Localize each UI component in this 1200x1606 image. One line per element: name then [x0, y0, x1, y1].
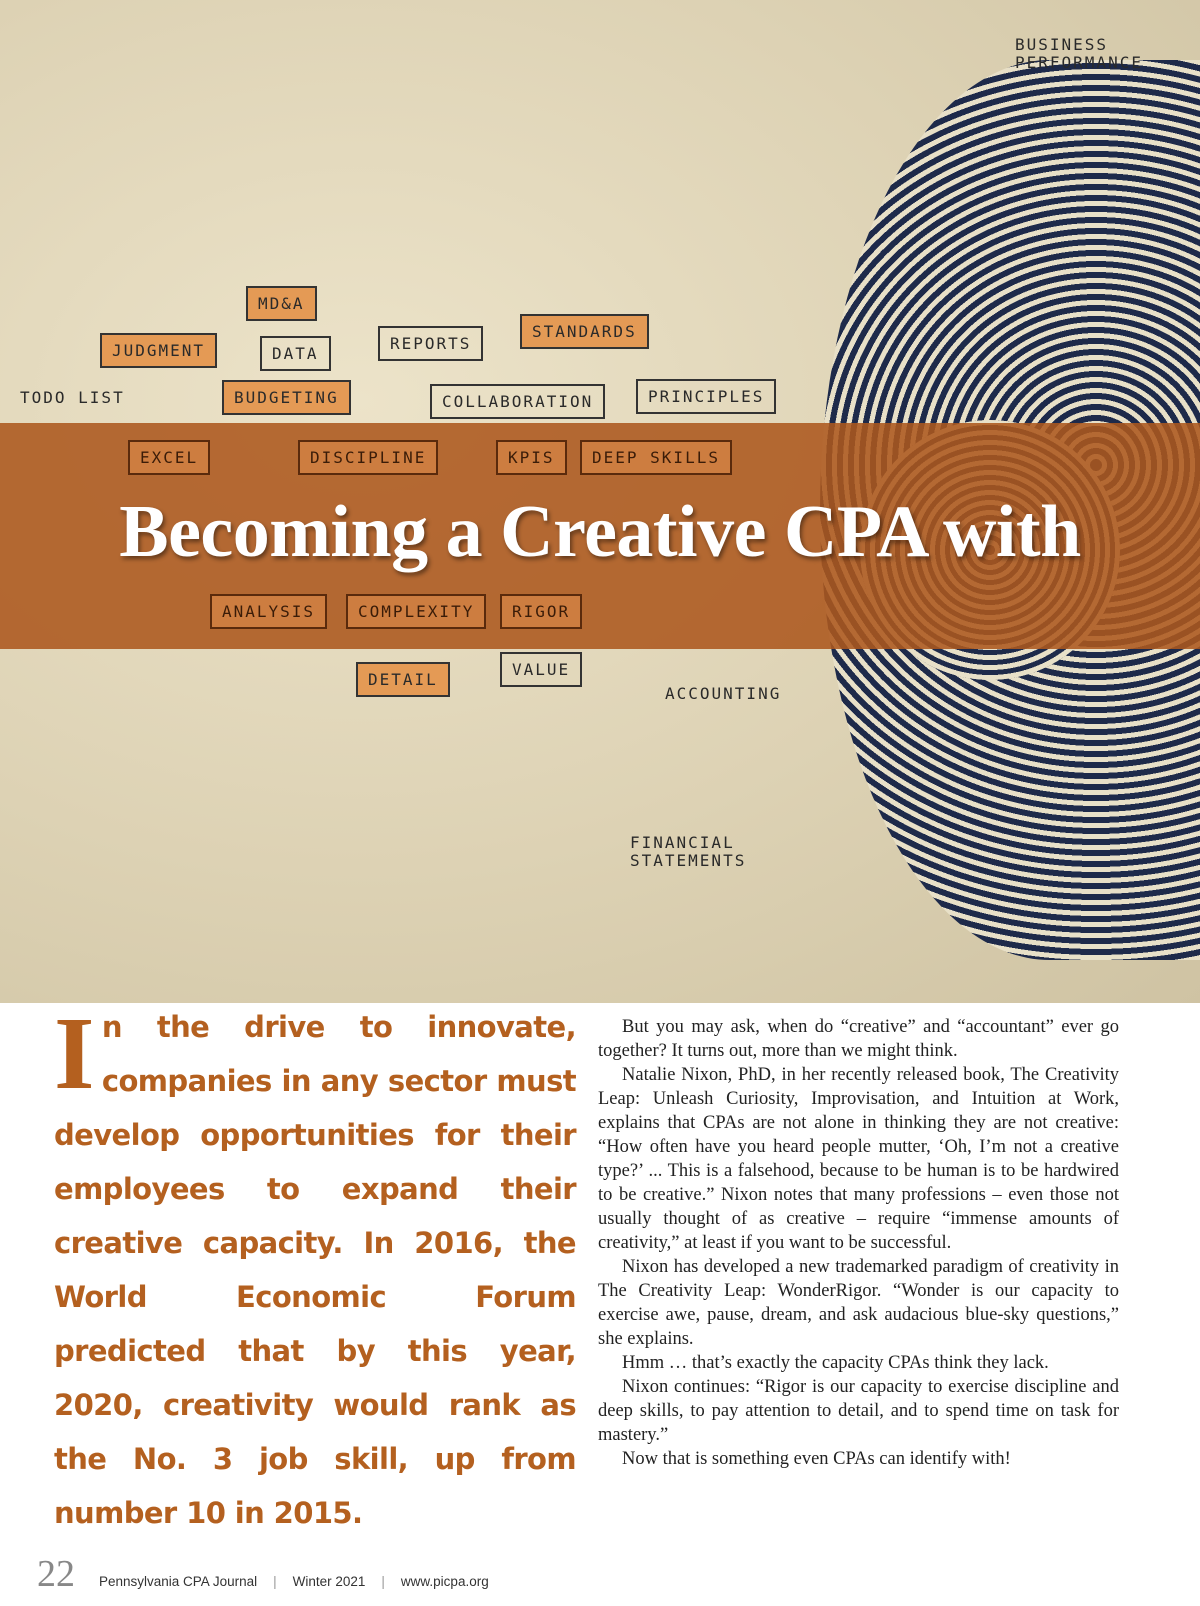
sketch-label: STANDARDS	[520, 314, 649, 349]
divider: |	[273, 1574, 277, 1589]
body-paragraph: Natalie Nixon, PhD, in her recently rele…	[598, 1065, 1119, 1253]
sketch-label: KPIS	[496, 440, 567, 475]
body-paragraph: But you may ask, when do “creative” and …	[598, 1017, 1119, 1061]
sketch-label: REPORTS	[378, 326, 484, 361]
drop-cap: I	[54, 996, 94, 1111]
body-paragraph: Nixon continues: “Rigor is our capacity …	[598, 1377, 1119, 1445]
body-paragraph: Hmm … that’s exactly the capacity CPAs t…	[622, 1353, 1049, 1373]
article-body: But you may ask, when do “creative” and …	[598, 1015, 1119, 1471]
sketch-label: TODO LIST	[20, 388, 125, 407]
sketch-label: DETAIL	[356, 662, 450, 697]
issue-date: Winter 2021	[292, 1574, 366, 1589]
sketch-label: ANALYSIS	[210, 594, 328, 629]
body-paragraph: Now that is something even CPAs can iden…	[622, 1449, 1011, 1469]
sketch-label: COMPLEXITY	[346, 594, 487, 629]
sketch-label: COLLABORATION	[430, 384, 606, 419]
sketch-label: PRINCIPLES	[636, 379, 777, 414]
publication-name: Pennsylvania CPA Journal	[99, 1574, 258, 1589]
sketch-label: JUDGMENT	[100, 333, 218, 368]
sketch-label: DISCIPLINE	[298, 440, 439, 475]
page-number: 22	[37, 1553, 75, 1595]
divider: |	[381, 1574, 385, 1589]
sketch-label: VALUE	[500, 652, 583, 687]
sketch-label: MD&A	[246, 286, 317, 321]
hero-illustration: BUSINESS PERFORMANCE MD&A JUDGMENT DATA …	[0, 0, 1200, 1003]
sketch-label: FINANCIAL STATEMENTS	[630, 833, 747, 870]
sketch-label: DEEP SKILLS	[580, 440, 732, 475]
sketch-label: EXCEL	[128, 440, 211, 475]
sketch-label: RIGOR	[500, 594, 583, 629]
sketch-label: DATA	[260, 336, 331, 371]
body-paragraph: Nixon has developed a new trademarked pa…	[598, 1257, 1119, 1349]
sketch-label: BUDGETING	[222, 380, 351, 415]
website-link[interactable]: www.picpa.org	[400, 1574, 489, 1589]
page-footer: 22 Pennsylvania CPA Journal | Winter 202…	[37, 1552, 489, 1596]
lead-text: n the drive to innovate, companies in an…	[54, 1010, 577, 1530]
sketch-label: BUSINESS PERFORMANCE	[1015, 35, 1143, 72]
sketch-label: ACCOUNTING	[665, 684, 782, 703]
article-title: Becoming a Creative CPA with	[119, 491, 1081, 573]
